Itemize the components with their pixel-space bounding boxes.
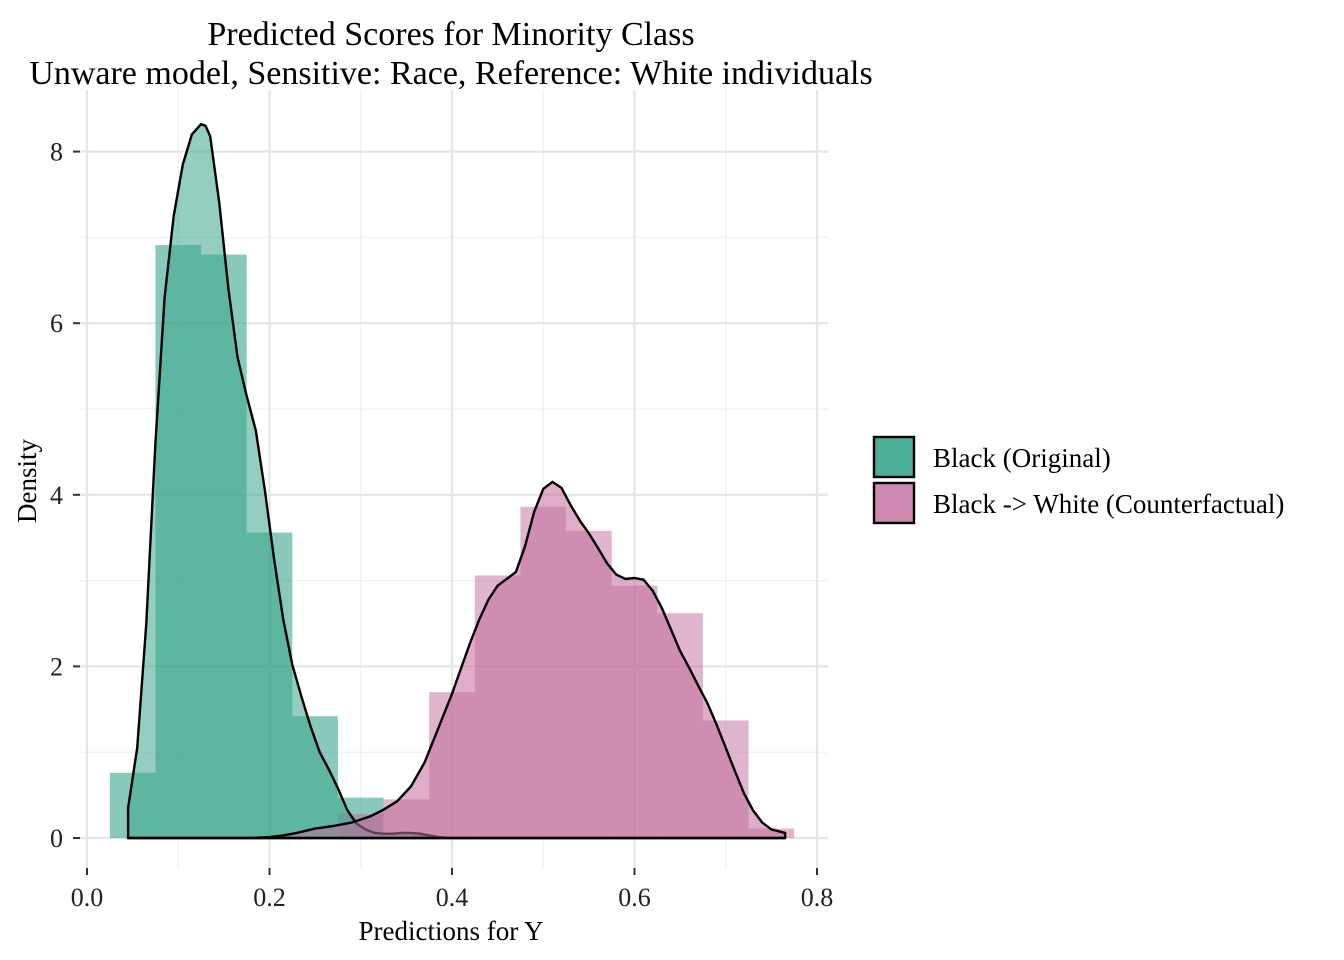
legend-key-original bbox=[872, 435, 916, 479]
chart-title-line1: Predicted Scores for Minority Class bbox=[207, 16, 694, 53]
legend-label-original: Black (Original) bbox=[933, 443, 1111, 473]
density-curves bbox=[126, 122, 787, 840]
x-tick-label: 0.8 bbox=[801, 883, 834, 912]
x-axis-title: Predictions for Y bbox=[359, 916, 544, 946]
y-tick-label: 4 bbox=[50, 481, 63, 510]
legend: Black (Original) Black -> White (Counter… bbox=[872, 435, 1284, 525]
y-tick-label: 8 bbox=[50, 138, 63, 167]
y-tick-label: 0 bbox=[50, 824, 63, 853]
x-tick-label: 0.0 bbox=[71, 883, 104, 912]
y-axis-title: Density bbox=[12, 439, 42, 523]
density-area-counterfactual bbox=[128, 481, 786, 838]
legend-label-counterfactual: Black -> White (Counterfactual) bbox=[933, 489, 1284, 519]
chart-title-line2: Unware model, Sensitive: Race, Reference… bbox=[29, 55, 872, 92]
x-tick-label: 0.6 bbox=[618, 883, 651, 912]
y-tick-label: 6 bbox=[50, 309, 63, 338]
legend-key-counterfactual bbox=[872, 481, 916, 525]
y-tick-label: 2 bbox=[50, 652, 63, 681]
axis-ticks: 0.0 0.2 0.4 0.6 0.8 0 2 4 6 8 bbox=[50, 138, 833, 912]
density-line-counterfactual bbox=[126, 480, 787, 840]
x-tick-label: 0.2 bbox=[253, 883, 286, 912]
x-tick-label: 0.4 bbox=[436, 883, 469, 912]
density-area-original bbox=[128, 124, 786, 839]
